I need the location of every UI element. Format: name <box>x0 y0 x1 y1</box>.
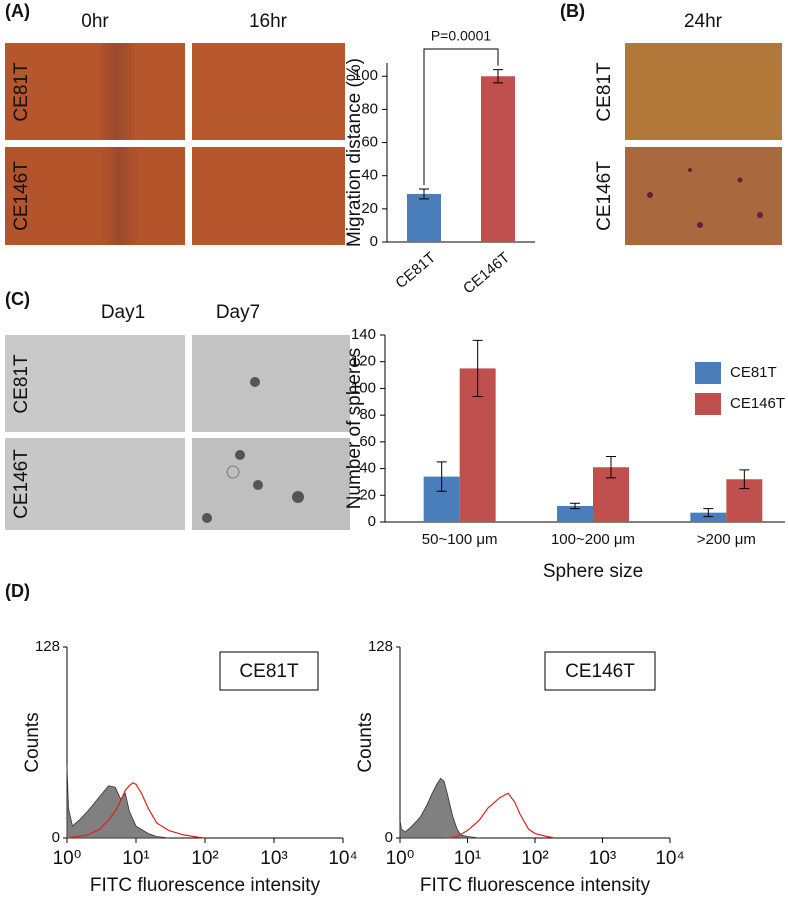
error-bar <box>570 502 580 510</box>
x-tick-label: 10³ <box>260 848 287 869</box>
x-tick-label: 10⁴ <box>655 848 684 869</box>
error-bar <box>606 456 616 479</box>
photos-a <box>5 43 345 245</box>
panel-label: (C) <box>5 289 30 309</box>
bar <box>690 512 727 522</box>
error-bar <box>436 461 447 492</box>
annotation: P=0.0001 <box>431 28 492 44</box>
sample-label: CE146T <box>565 661 635 682</box>
x-tick-label: 10¹ <box>122 848 149 869</box>
y-tick-label: 0 <box>368 513 376 530</box>
y-axis-label: Counts <box>22 712 43 772</box>
row-label: CE146T <box>11 161 32 231</box>
y-tick-label: 140 <box>351 326 376 343</box>
y-tick-label: 20 <box>361 200 378 217</box>
y-tick-label: 0 <box>370 233 378 250</box>
x-tick-label: 100~200 μm <box>551 531 635 548</box>
bar <box>481 76 515 242</box>
row-label: CE146T <box>11 449 32 519</box>
column-label: Day1 <box>101 302 145 323</box>
column-label: 16hr <box>249 11 288 32</box>
y-tick-label: 60 <box>361 134 378 151</box>
y-tick-label: 60 <box>359 433 376 450</box>
photos-c <box>5 335 350 530</box>
x-tick-label: CE146T <box>460 249 513 297</box>
x-tick-label: 10² <box>191 848 218 869</box>
y-tick-label: 100 <box>351 379 376 396</box>
x-tick-label: 10¹ <box>454 848 481 869</box>
x-tick-label: 10³ <box>589 848 616 869</box>
chart: 10⁰ 10¹ 10² 10³ 10⁴ 0 128 Counts FITC fluorescen… <box>22 638 358 896</box>
bar <box>407 193 441 242</box>
column-label: 24hr <box>684 11 723 32</box>
label-box <box>544 651 656 691</box>
y-axis-label: Migration distance (%) <box>344 58 365 247</box>
photos-b <box>625 43 782 245</box>
y-tick-label: 0 <box>385 829 393 846</box>
x-axis-label: FITC fluorescence intensity <box>90 875 321 896</box>
significance-bracket <box>423 48 499 185</box>
legend-label: CE81T <box>730 364 777 381</box>
y-tick-label: 40 <box>359 460 376 477</box>
error-bar <box>419 188 429 200</box>
histogram-line <box>447 792 556 839</box>
histogram-area <box>66 764 169 839</box>
y-tick-label: 20 <box>359 486 376 503</box>
x-tick-label: 10⁴ <box>328 848 357 869</box>
x-tick-label: 50~100 μm <box>422 531 498 548</box>
x-tick-label: 10⁰ <box>53 848 82 869</box>
panel-label: (D) <box>5 581 30 601</box>
bar <box>557 505 593 522</box>
y-axis-label: Number of spheres <box>344 348 365 510</box>
row-label: CE81T <box>11 62 32 122</box>
column-label: Day7 <box>216 302 260 323</box>
error-bar <box>493 69 503 84</box>
column-label: 0hr <box>81 11 109 32</box>
y-tick-label: 80 <box>361 100 378 117</box>
x-tick-label: 10² <box>521 848 548 869</box>
legend-swatch <box>695 362 721 384</box>
x-tick-label: CE81T <box>392 249 439 292</box>
y-tick-label: 0 <box>52 829 60 846</box>
x-tick-label: 10⁰ <box>386 848 415 869</box>
y-tick-label: 100 <box>353 67 378 84</box>
legend-label: CE146T <box>730 395 785 412</box>
error-bar <box>703 508 714 518</box>
y-tick-label: 120 <box>351 353 376 370</box>
histogram-area <box>399 777 480 839</box>
y-tick-label: 128 <box>35 638 60 655</box>
x-axis-label: Sphere size <box>543 561 643 582</box>
chart: 10⁰ 10¹ 10² 10³ 10⁴ 0 128 Counts FITC fluorescen… <box>355 638 685 896</box>
y-tick-label: 128 <box>368 638 393 655</box>
error-bar <box>472 339 483 397</box>
histogram-line <box>66 782 206 839</box>
row-label: CE81T <box>594 62 615 122</box>
panel-label: (B) <box>560 1 585 21</box>
chart: 0 20 40 60 80 100 120 140 Number of spheres 50~10… <box>344 326 785 582</box>
y-tick-label: 80 <box>359 406 376 423</box>
x-tick-label: >200 μm <box>697 531 756 548</box>
row-label: CE146T <box>594 161 615 231</box>
sample-label: CE81T <box>239 661 299 682</box>
legend-swatch <box>695 393 721 415</box>
row-label: CE81T <box>11 354 32 414</box>
panel-label: (A) <box>5 1 30 21</box>
label-box <box>219 651 319 691</box>
y-axis-label: Counts <box>355 712 376 772</box>
error-bar <box>739 469 750 490</box>
y-tick-label: 40 <box>361 167 378 184</box>
x-axis-label: FITC fluorescence intensity <box>420 875 651 896</box>
